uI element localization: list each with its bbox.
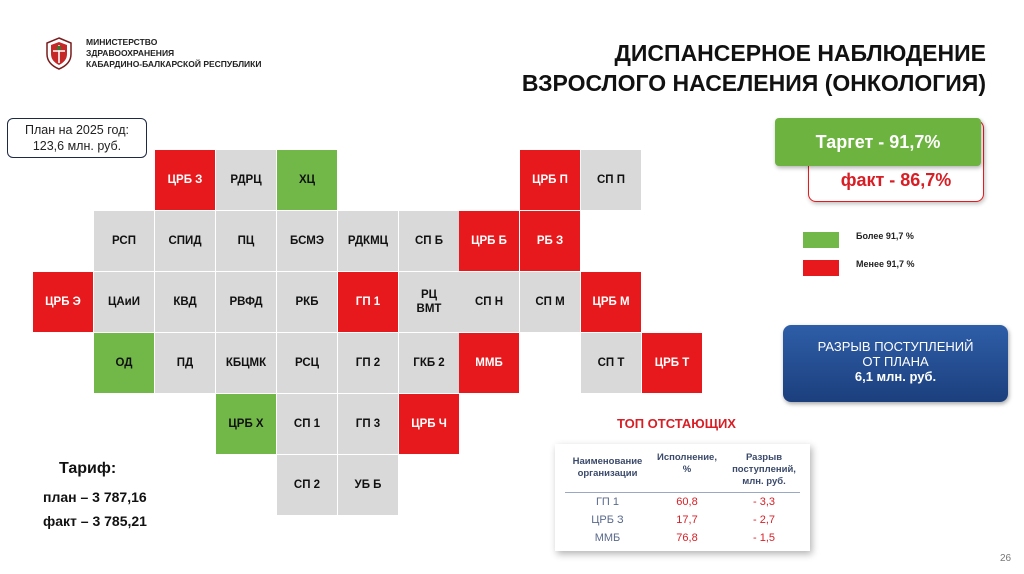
- grid-cell: РЦ ВМТ: [399, 272, 459, 332]
- grid-cell: СП 1: [277, 394, 337, 454]
- grid-cell: СП 2: [277, 455, 337, 515]
- page-number: 26: [1000, 553, 1012, 564]
- grid-cell: ЦРБ Б: [459, 211, 519, 271]
- grid-cell: ГП 3: [338, 394, 398, 454]
- table-header-gap: Разрыв поступлений, млн. руб.: [732, 452, 796, 487]
- page-title-line-1: ДИСПАНСЕРНОЕ НАБЛЮДЕНИЕ: [614, 40, 986, 66]
- tariff-title: Тариф:: [59, 460, 117, 477]
- grid-cell: ЦРБ Х: [216, 394, 276, 454]
- top-lagging-table: Наименование организации Исполнение, % Р…: [555, 444, 810, 551]
- grid-cell: РДРЦ: [216, 150, 276, 210]
- plan-value: 123,6 млн. руб.: [32, 139, 122, 153]
- page-title-line-2: ВЗРОСЛОГО НАСЕЛЕНИЯ (ОНКОЛОГИЯ): [521, 70, 986, 96]
- plan-box: План на 2025 год: 123,6 млн. руб.: [7, 118, 147, 158]
- fact-value: факт - 86,7%: [840, 170, 952, 190]
- grid-cell: РДКМЦ: [338, 211, 398, 271]
- grid-cell: СПИД: [155, 211, 215, 271]
- grid-cell: ЦРБ М: [581, 272, 641, 332]
- legend-label-below: Менее 91,7 %: [856, 259, 915, 269]
- row-gap: - 1,5: [752, 532, 775, 544]
- table-header-name: Наименование организации: [572, 456, 643, 479]
- grid-cell: БСМЭ: [277, 211, 337, 271]
- grid-cell: ЦРБ З: [155, 150, 215, 210]
- table-row: ММБ 76,8 - 1,5: [555, 532, 810, 548]
- gap-line-2: ОТ ПЛАНА: [862, 354, 929, 369]
- legend-swatch-below: [803, 260, 839, 276]
- grid-cell: ЦАиИ: [94, 272, 154, 332]
- grid-cell: РКБ: [277, 272, 337, 332]
- table-header-exec: Исполнение, %: [657, 452, 717, 475]
- ministry-line-3: КАБАРДИНО-БАЛКАРСКОЙ РЕСПУБЛИКИ: [86, 59, 262, 69]
- row-org: ММБ: [594, 532, 621, 544]
- grid-cell: СП Н: [459, 272, 519, 332]
- gap-amount: 6,1 млн. руб.: [854, 369, 937, 384]
- grid-cell: ХЦ: [277, 150, 337, 210]
- grid-cell: ЦРБ Т: [642, 333, 702, 393]
- legend-label-above: Более 91,7 %: [856, 231, 914, 241]
- gap-line-1: РАЗРЫВ ПОСТУПЛЕНИЙ: [817, 339, 974, 354]
- grid-cell: ЦРБ Э: [33, 272, 93, 332]
- grid-cell: ГП 1: [338, 272, 398, 332]
- grid-cell: СП Т: [581, 333, 641, 393]
- grid-cell: РВФД: [216, 272, 276, 332]
- row-gap: - 2,7: [752, 514, 775, 526]
- grid-cell: УБ Б: [338, 455, 398, 515]
- grid-cell: РБ З: [520, 211, 580, 271]
- row-org: ГП 1: [595, 496, 620, 508]
- row-gap: - 3,3: [752, 496, 775, 508]
- ministry-line-1: МИНИСТЕРСТВО: [86, 37, 158, 47]
- grid-cell: ГП 2: [338, 333, 398, 393]
- grid-cell: РСЦ: [277, 333, 337, 393]
- tariff-fact: факт – 3 785,21: [43, 513, 147, 529]
- row-exec: 17,7: [676, 514, 698, 526]
- plan-label: План на 2025 год:: [25, 123, 129, 137]
- grid-cell: РСП: [94, 211, 154, 271]
- target-badge: Таргет - 91,7%: [775, 118, 981, 166]
- ministry-name: МИНИСТЕРСТВО ЗДРАВООХРАНЕНИЯ КАБАРДИНО-Б…: [86, 37, 261, 70]
- ministry-line-2: ЗДРАВООХРАНЕНИЯ: [86, 48, 175, 58]
- grid-cell: СП П: [581, 150, 641, 210]
- legend-swatch-above: [803, 232, 839, 248]
- tariff-plan: план – 3 787,16: [43, 489, 147, 505]
- coat-of-arms-logo: [46, 37, 72, 70]
- row-exec: 60,8: [676, 496, 698, 508]
- grid-cell: ЦРБ П: [520, 150, 580, 210]
- grid-cell: КБЦМК: [216, 333, 276, 393]
- grid-cell: ЦРБ Ч: [399, 394, 459, 454]
- page-title: ДИСПАНСЕРНОЕ НАБЛЮДЕНИЕ ВЗРОСЛОГО НАСЕЛЕ…: [522, 38, 986, 98]
- row-org: ЦРБ З: [591, 514, 624, 526]
- grid-cell: ОД: [94, 333, 154, 393]
- grid-cell: ПЦ: [216, 211, 276, 271]
- grid-cell: СП Б: [399, 211, 459, 271]
- grid-cell: ММБ: [459, 333, 519, 393]
- grid-cell: КВД: [155, 272, 215, 332]
- row-exec: 76,8: [676, 532, 698, 544]
- table-divider: [565, 492, 800, 493]
- table-row: ГП 1 60,8 - 3,3: [555, 496, 810, 512]
- revenue-gap-box: РАЗРЫВ ПОСТУПЛЕНИЙ ОТ ПЛАНА 6,1 млн. руб…: [783, 325, 1008, 402]
- top-lagging-title: ТОП ОТСТАЮЩИХ: [617, 416, 736, 431]
- grid-cell: ГКБ 2: [399, 333, 459, 393]
- grid-cell: СП М: [520, 272, 580, 332]
- table-row: ЦРБ З 17,7 - 2,7: [555, 514, 810, 530]
- grid-cell: ПД: [155, 333, 215, 393]
